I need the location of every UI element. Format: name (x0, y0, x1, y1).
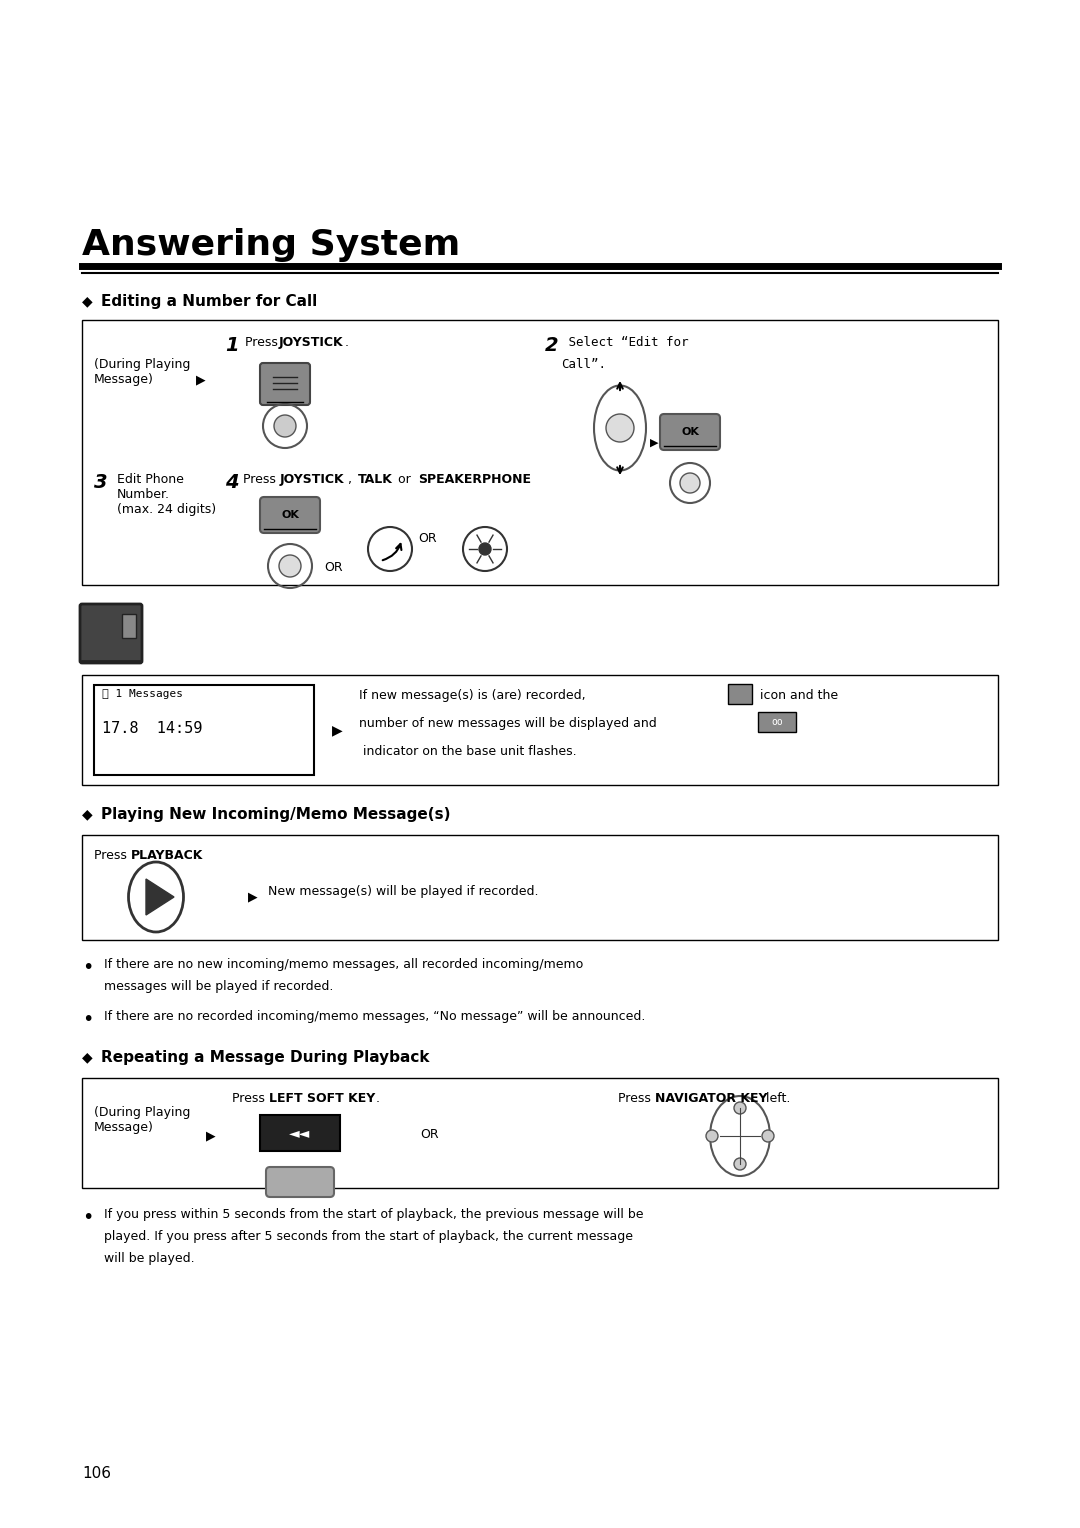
Text: •: • (82, 958, 93, 976)
FancyBboxPatch shape (728, 685, 752, 704)
Text: OK: OK (281, 510, 299, 520)
Circle shape (274, 416, 296, 437)
FancyBboxPatch shape (266, 1167, 334, 1196)
Text: ▶: ▶ (650, 439, 659, 448)
Text: If new message(s) is (are) recorded,: If new message(s) is (are) recorded, (359, 689, 585, 701)
Text: OR: OR (420, 1128, 438, 1141)
Text: JOYSTICK: JOYSTICK (279, 336, 343, 348)
Text: ◄◄: ◄◄ (289, 1126, 311, 1140)
Text: .: . (376, 1093, 380, 1105)
FancyBboxPatch shape (82, 319, 998, 585)
Text: left.: left. (762, 1093, 791, 1105)
Text: .: . (345, 336, 349, 348)
Text: OK: OK (681, 426, 699, 437)
Text: indicator on the base unit flashes.: indicator on the base unit flashes. (359, 746, 577, 758)
Text: ◆: ◆ (82, 807, 93, 821)
FancyBboxPatch shape (260, 1115, 340, 1151)
Text: ▶: ▶ (248, 891, 258, 903)
Text: TALK: TALK (357, 474, 393, 486)
Circle shape (480, 542, 491, 555)
Text: .: . (197, 850, 201, 862)
Text: oo: oo (771, 717, 783, 727)
Text: Call”.: Call”. (561, 358, 606, 371)
Circle shape (680, 474, 700, 494)
Text: 4: 4 (225, 474, 239, 492)
Text: If there are no recorded incoming/memo messages, “No message” will be announced.: If there are no recorded incoming/memo m… (104, 1010, 646, 1024)
FancyBboxPatch shape (758, 712, 796, 732)
FancyBboxPatch shape (122, 614, 136, 639)
Text: Press: Press (618, 1093, 654, 1105)
Text: Press: Press (94, 850, 131, 862)
Text: New message(s) will be played if recorded.: New message(s) will be played if recorde… (268, 885, 539, 897)
Text: OR: OR (418, 532, 436, 545)
Text: If there are no new incoming/memo messages, all recorded incoming/memo: If there are no new incoming/memo messag… (104, 958, 583, 970)
Text: ▶: ▶ (195, 373, 205, 387)
Circle shape (762, 1131, 774, 1141)
Text: ▶: ▶ (206, 1129, 216, 1143)
FancyBboxPatch shape (660, 414, 720, 451)
Text: Playing New Incoming/Memo Message(s): Playing New Incoming/Memo Message(s) (102, 807, 450, 822)
Circle shape (606, 414, 634, 442)
Text: Press: Press (241, 336, 282, 348)
Text: •: • (82, 1010, 93, 1028)
Text: If you press within 5 seconds from the start of playback, the previous message w: If you press within 5 seconds from the s… (104, 1209, 644, 1221)
Text: will be played.: will be played. (104, 1251, 194, 1265)
FancyBboxPatch shape (94, 685, 314, 775)
Text: OR: OR (324, 561, 342, 575)
Text: Edit Phone
Number.
(max. 24 digits): Edit Phone Number. (max. 24 digits) (117, 474, 216, 516)
Polygon shape (146, 879, 174, 915)
Text: (During Playing
Message): (During Playing Message) (94, 1106, 190, 1134)
Circle shape (734, 1102, 746, 1114)
FancyBboxPatch shape (82, 834, 998, 940)
Text: Repeating a Message During Playback: Repeating a Message During Playback (102, 1050, 430, 1065)
Text: 1: 1 (225, 336, 239, 354)
Circle shape (279, 555, 301, 578)
Text: ◆: ◆ (82, 293, 93, 309)
Text: LEFT SOFT KEY: LEFT SOFT KEY (269, 1093, 375, 1105)
Text: Press: Press (232, 1093, 269, 1105)
Text: 106: 106 (82, 1465, 111, 1481)
Text: played. If you press after 5 seconds from the start of playback, the current mes: played. If you press after 5 seconds fro… (104, 1230, 633, 1242)
Text: 17.8  14:59: 17.8 14:59 (102, 721, 202, 736)
Text: (During Playing
Message): (During Playing Message) (94, 358, 190, 387)
Text: SPEAKERPHONE: SPEAKERPHONE (418, 474, 531, 486)
Text: messages will be played if recorded.: messages will be played if recorded. (104, 979, 334, 993)
Text: ◆: ◆ (82, 1050, 93, 1063)
Text: Press: Press (243, 474, 280, 486)
Text: Select “Edit for: Select “Edit for (561, 336, 689, 348)
FancyBboxPatch shape (80, 604, 141, 663)
Text: NAVIGATOR KEY: NAVIGATOR KEY (654, 1093, 768, 1105)
Text: Answering System: Answering System (82, 228, 460, 261)
Circle shape (734, 1158, 746, 1170)
Circle shape (706, 1131, 718, 1141)
Text: Ⅱ 1 Messages: Ⅱ 1 Messages (102, 689, 183, 698)
Text: ▶: ▶ (332, 723, 342, 736)
FancyBboxPatch shape (82, 675, 998, 785)
Text: or: or (394, 474, 415, 486)
Text: Editing a Number for Call: Editing a Number for Call (102, 293, 318, 309)
Text: JOYSTICK: JOYSTICK (280, 474, 345, 486)
Text: 3: 3 (94, 474, 108, 492)
FancyBboxPatch shape (82, 1077, 998, 1187)
Text: icon and the: icon and the (756, 689, 838, 701)
Text: 2: 2 (545, 336, 558, 354)
Text: number of new messages will be displayed and: number of new messages will be displayed… (359, 717, 657, 730)
FancyBboxPatch shape (260, 497, 320, 533)
Text: ,: , (348, 474, 356, 486)
Text: •: • (82, 1209, 93, 1227)
Text: PLAYBACK: PLAYBACK (131, 850, 203, 862)
FancyBboxPatch shape (260, 364, 310, 405)
Text: .: . (518, 474, 522, 486)
